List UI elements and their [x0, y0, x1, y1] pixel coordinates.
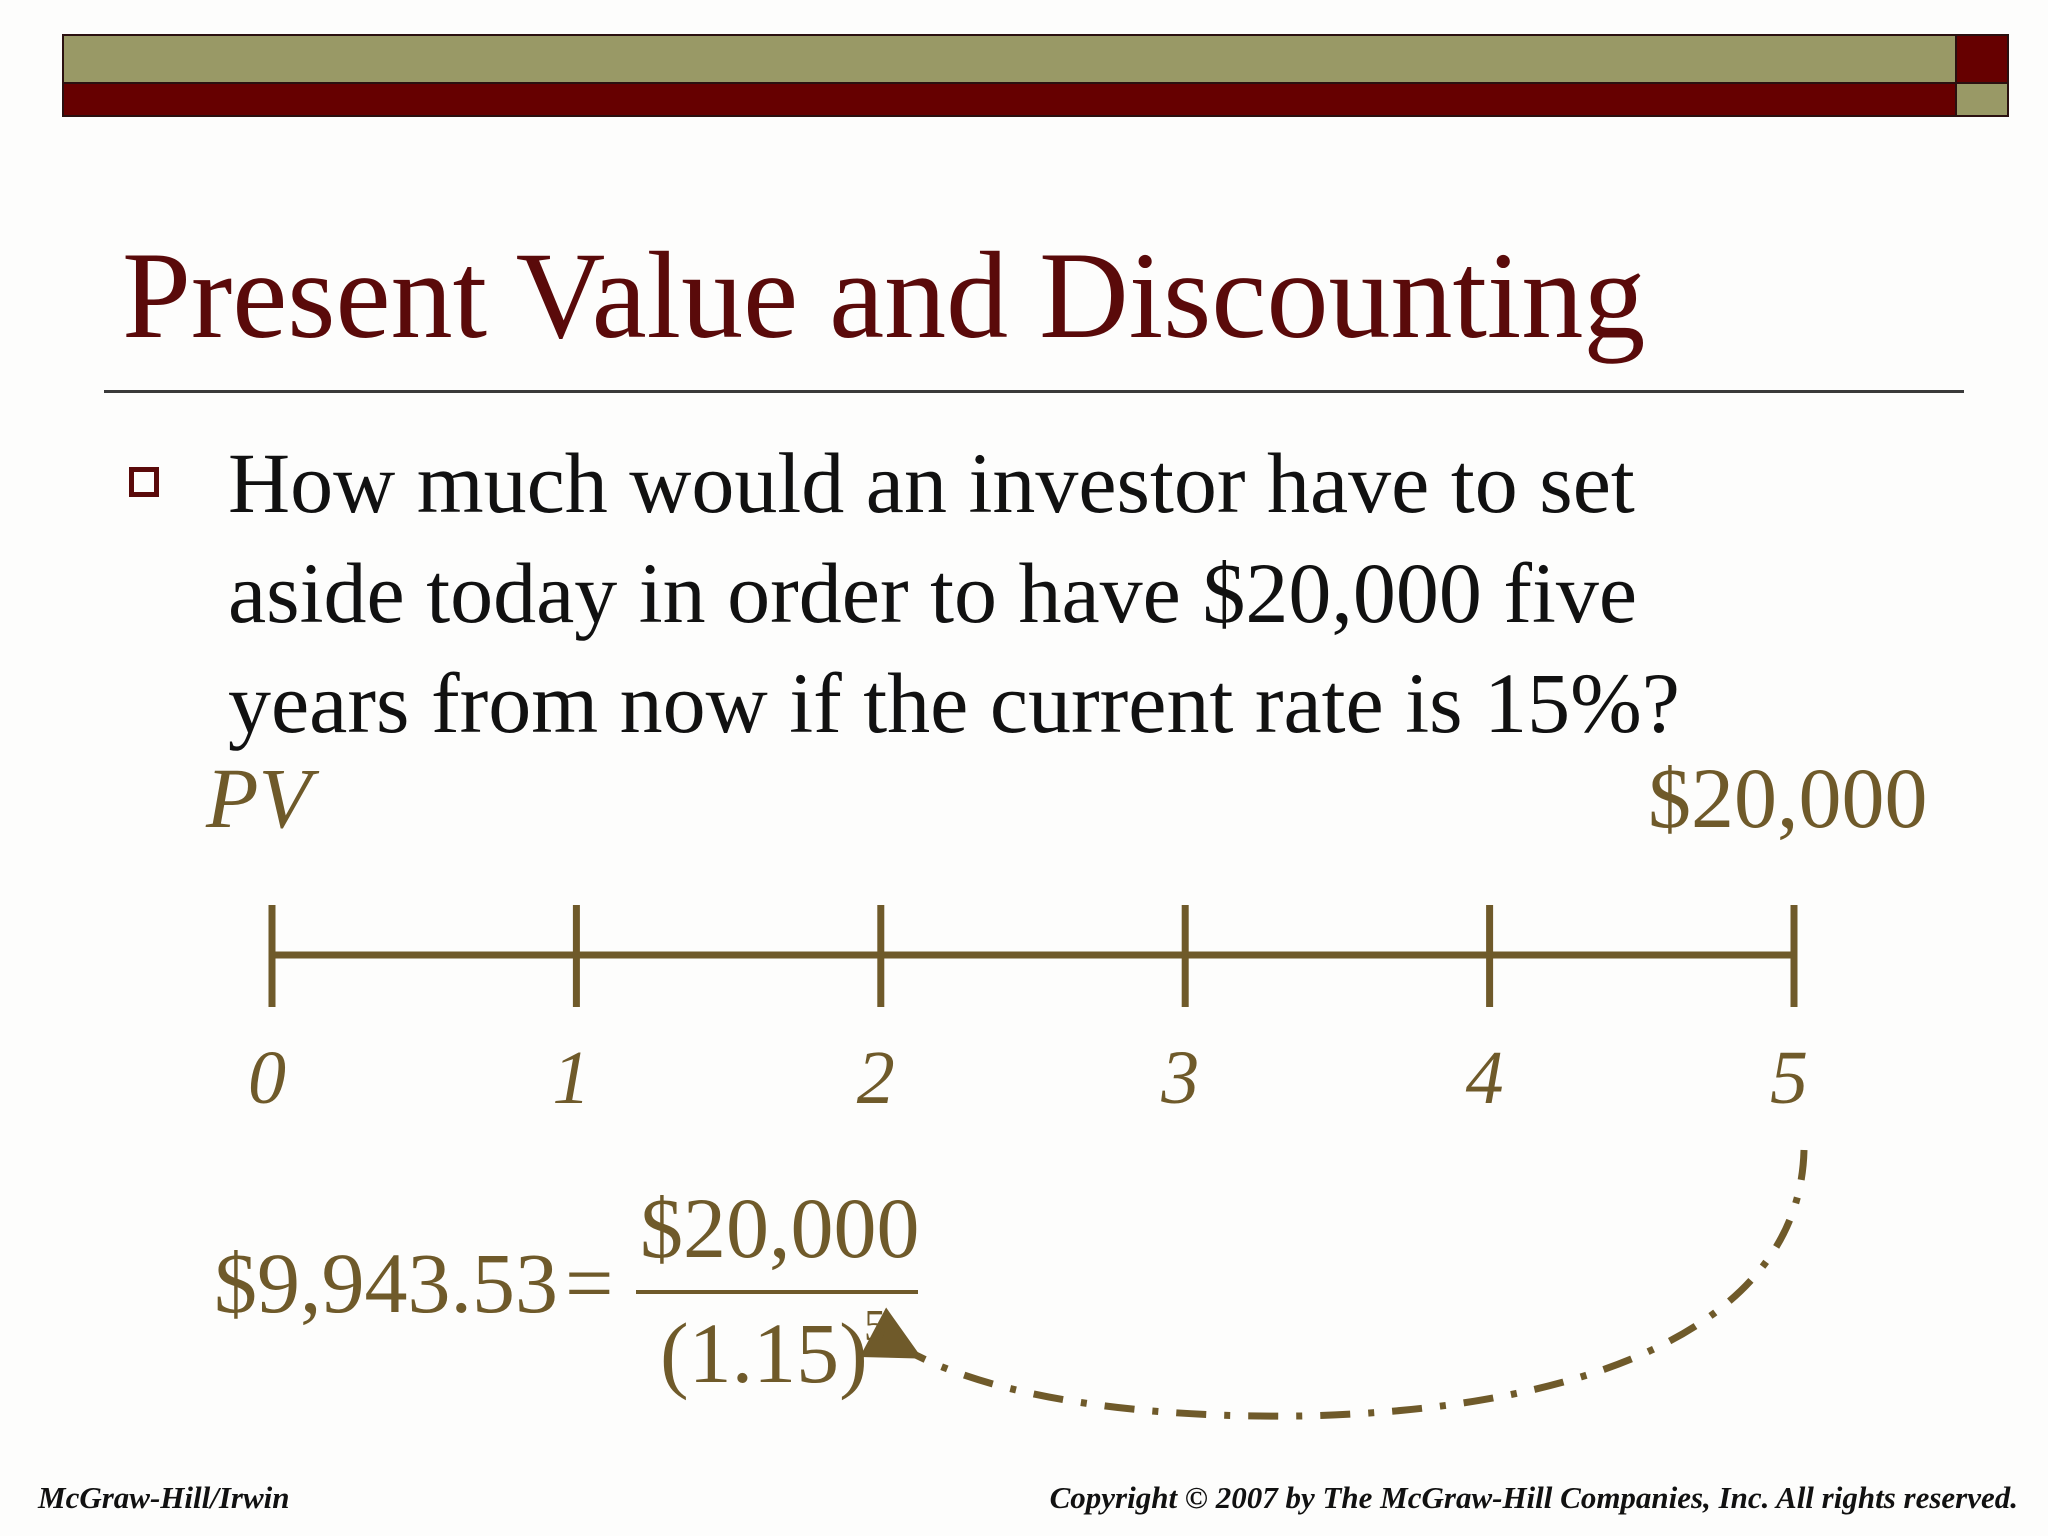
title-divider	[104, 390, 1964, 393]
timeline-period-label: 2	[856, 1036, 895, 1120]
formula-denominator: (1.15)	[660, 1305, 868, 1401]
timeline-start-label: PV	[206, 750, 312, 846]
formula-numerator: $20,000	[640, 1180, 920, 1276]
present-value-result: $9,943.53	[214, 1235, 558, 1331]
timeline-period-label: 5	[1770, 1036, 1808, 1120]
hollow-square-bullet-icon	[129, 467, 159, 497]
timeline-period-label: 3	[1161, 1036, 1200, 1120]
question-text: How much would an investor have to set a…	[228, 435, 1680, 751]
header-corner-red	[1957, 34, 2009, 84]
header-bar-olive	[62, 34, 1957, 84]
fraction-bar	[636, 1290, 918, 1294]
formula-exponent: 5	[864, 1301, 886, 1350]
header-bar-red	[62, 84, 1957, 117]
timeline-period-label: 4	[1465, 1036, 1504, 1120]
footer-copyright: Copyright © 2007 by The McGraw-Hill Comp…	[1049, 1480, 2018, 1515]
header-corner-olive	[1957, 84, 2009, 117]
footer-publisher: McGraw-Hill/Irwin	[38, 1480, 290, 1515]
slide-title: Present Value and Discounting	[122, 227, 1646, 364]
timeline-period-label: 0	[248, 1036, 286, 1120]
timeline-end-label: $20,000	[1648, 750, 1928, 846]
timeline-period-label: 1	[552, 1036, 591, 1120]
discount-arrow	[859, 1149, 1808, 1420]
equals-sign: =	[565, 1235, 614, 1331]
